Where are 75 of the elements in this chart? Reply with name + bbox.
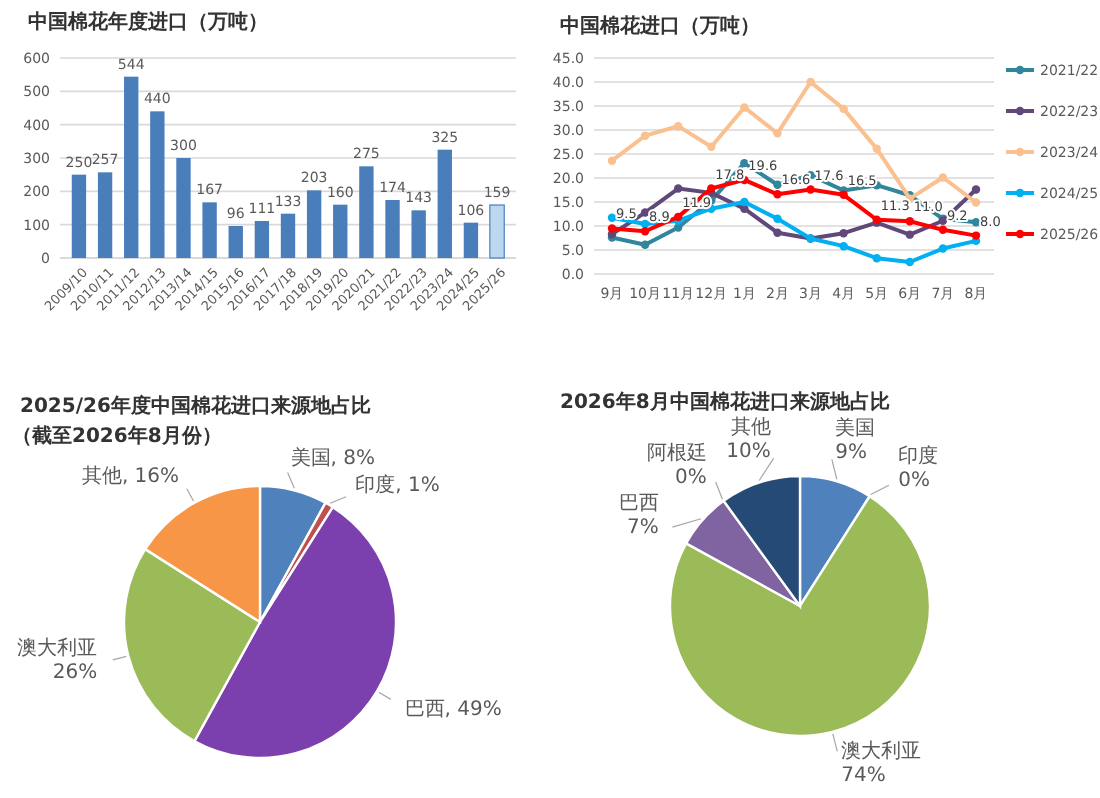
bar — [463, 222, 479, 258]
point — [938, 244, 948, 253]
point — [806, 185, 815, 194]
bar — [176, 158, 191, 258]
point — [640, 240, 650, 249]
slice-label: 其他, 16% — [81, 463, 180, 488]
point — [872, 144, 881, 153]
point — [905, 216, 915, 226]
data-label: 10% — [726, 440, 771, 463]
chart-title: 中国棉花年度进口（万吨） — [28, 10, 268, 34]
slice-label: 美国, 8% — [290, 445, 375, 470]
slice-label: 印度, 1% — [355, 472, 440, 497]
bar — [306, 190, 322, 258]
point — [905, 230, 915, 239]
bar — [437, 149, 452, 258]
point — [640, 208, 650, 217]
slice-label: 其他 — [730, 414, 771, 439]
chart-title: 中国棉花进口（万吨） — [560, 14, 760, 38]
bar — [489, 204, 505, 259]
point — [773, 129, 782, 138]
bar — [359, 166, 374, 258]
point — [872, 253, 881, 263]
bar — [228, 226, 243, 258]
point — [971, 185, 981, 194]
point — [673, 121, 683, 131]
point — [740, 158, 749, 168]
bar — [254, 221, 270, 258]
point — [640, 131, 650, 140]
point — [806, 77, 815, 87]
category-label: 阿根廷 — [646, 442, 707, 465]
data-label: 74% — [841, 764, 886, 787]
slice-label: 巴西 — [618, 492, 659, 515]
data-label: 26% — [52, 661, 98, 684]
point — [938, 225, 948, 235]
point — [607, 224, 617, 233]
bar — [124, 76, 139, 258]
data-label: 9% — [835, 441, 868, 464]
point — [773, 228, 782, 237]
point — [905, 257, 915, 267]
point — [740, 103, 749, 112]
category-label: 印度 — [898, 446, 939, 469]
point — [839, 241, 848, 251]
slice-label: 巴西, 49% — [404, 698, 502, 721]
bar — [385, 200, 400, 258]
point — [707, 184, 716, 193]
slice-label: 澳大利亚 — [841, 738, 922, 763]
point — [773, 190, 782, 199]
slice-label: 美国 — [835, 415, 876, 440]
bar — [280, 213, 296, 258]
point — [640, 227, 650, 236]
point — [607, 156, 617, 165]
point — [773, 214, 782, 224]
data-label: 7% — [627, 516, 659, 539]
bar — [333, 204, 348, 258]
point — [938, 173, 948, 182]
point — [971, 198, 981, 207]
bar — [202, 202, 217, 258]
bar — [411, 210, 426, 258]
point — [839, 104, 848, 114]
chart-subtitle: （截至2026年8月份） — [12, 424, 222, 448]
point — [839, 190, 848, 200]
bar — [150, 111, 165, 258]
point — [971, 231, 981, 240]
point — [673, 184, 683, 193]
point — [773, 180, 782, 189]
point — [740, 197, 749, 207]
chart-title: 2026年8月中国棉花进口来源地占比 — [560, 390, 890, 414]
bar — [71, 174, 87, 258]
point — [707, 142, 716, 152]
text: 0% — [674, 466, 707, 489]
bar — [97, 172, 113, 258]
text: 0% — [898, 470, 931, 493]
point — [839, 228, 848, 238]
slice-label: 澳大利亚 — [17, 635, 98, 660]
chart-title: 2025/26年度中国棉花进口来源地占比 — [20, 394, 371, 418]
